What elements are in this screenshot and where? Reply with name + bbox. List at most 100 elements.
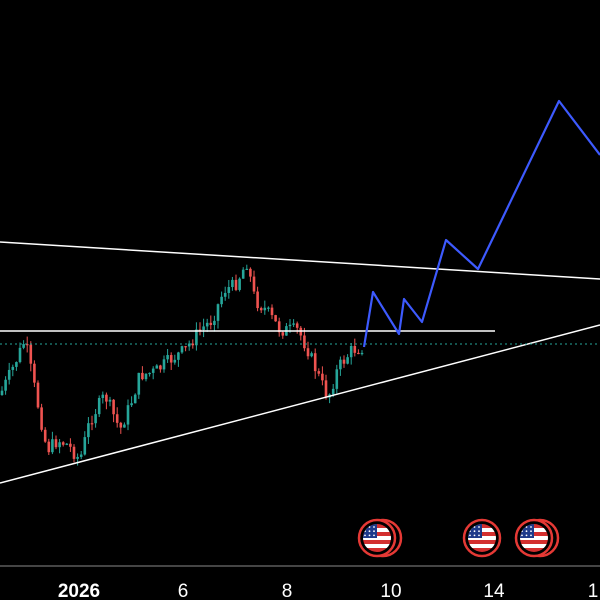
candle-body[interactable] xyxy=(259,308,263,311)
candle-body[interactable] xyxy=(119,422,123,428)
candle-body[interactable] xyxy=(231,279,234,288)
candle-body[interactable] xyxy=(256,291,259,309)
candle-body[interactable] xyxy=(353,346,357,353)
candle-body[interactable] xyxy=(321,373,324,381)
candle-body[interactable] xyxy=(295,323,299,328)
candle-body[interactable] xyxy=(141,372,144,380)
candle-body[interactable] xyxy=(270,307,274,316)
candle-body[interactable] xyxy=(18,347,22,363)
us-flag-event-icon[interactable] xyxy=(462,518,502,558)
candle-body[interactable] xyxy=(51,439,54,453)
candle-body[interactable] xyxy=(346,357,349,364)
candle-body[interactable] xyxy=(126,405,130,425)
candle-body[interactable] xyxy=(47,441,51,453)
candle-body[interactable] xyxy=(65,443,69,445)
candle-body[interactable] xyxy=(15,362,18,367)
candle-body[interactable] xyxy=(79,454,83,457)
candle-body[interactable] xyxy=(166,355,169,360)
candle-body[interactable] xyxy=(0,390,4,395)
candle-body[interactable] xyxy=(137,372,141,395)
candle-body[interactable] xyxy=(58,442,61,448)
candle-body[interactable] xyxy=(40,407,43,430)
candle-body[interactable] xyxy=(25,344,29,346)
candle-body[interactable] xyxy=(94,414,97,424)
candle-body[interactable] xyxy=(144,373,148,380)
candle-body[interactable] xyxy=(324,380,328,398)
candle-body[interactable] xyxy=(83,437,87,455)
candle-body[interactable] xyxy=(105,394,108,402)
candle-body[interactable] xyxy=(317,371,321,374)
candle-body[interactable] xyxy=(306,348,310,357)
candle-body[interactable] xyxy=(180,346,184,353)
candle-body[interactable] xyxy=(202,326,205,330)
candle-body[interactable] xyxy=(159,365,162,370)
candle-body[interactable] xyxy=(90,423,94,425)
candle-body[interactable] xyxy=(76,456,79,459)
candle-body[interactable] xyxy=(313,353,317,372)
candle-body[interactable] xyxy=(331,388,335,395)
candle-body[interactable] xyxy=(112,399,115,415)
us-flag-event-icon[interactable] xyxy=(357,518,403,558)
candle-body[interactable] xyxy=(4,379,7,391)
candle-body[interactable] xyxy=(123,424,126,428)
candle-body[interactable] xyxy=(177,352,180,360)
candle-body[interactable] xyxy=(43,429,47,442)
candle-body[interactable] xyxy=(72,446,76,459)
candle-body[interactable] xyxy=(162,359,166,370)
candle-body[interactable] xyxy=(263,307,267,311)
candle-body[interactable] xyxy=(151,368,155,373)
candle-body[interactable] xyxy=(342,359,346,364)
candle-body[interactable] xyxy=(216,304,220,321)
candle-body[interactable] xyxy=(220,296,223,305)
candle-body[interactable] xyxy=(223,292,227,297)
candle-body[interactable] xyxy=(7,369,11,380)
candle-body[interactable] xyxy=(115,414,119,423)
candle-body[interactable] xyxy=(339,359,342,370)
candle-body[interactable] xyxy=(349,346,353,358)
descending-resistance-line[interactable] xyxy=(0,241,600,280)
projected-path-line[interactable] xyxy=(362,99,600,348)
candle-body[interactable] xyxy=(195,329,198,346)
candle-body[interactable] xyxy=(173,359,177,363)
candle-body[interactable] xyxy=(288,324,292,327)
candle-body[interactable] xyxy=(292,323,295,325)
candle-body[interactable] xyxy=(101,394,105,399)
candle-body[interactable] xyxy=(130,403,133,406)
candle-body[interactable] xyxy=(29,344,33,364)
candle-body[interactable] xyxy=(303,335,306,349)
candle-body[interactable] xyxy=(241,269,245,279)
candle-body[interactable] xyxy=(22,344,25,348)
ascending-support-line[interactable] xyxy=(0,324,600,484)
us-flag-event-icon[interactable] xyxy=(514,518,560,558)
candle-body[interactable] xyxy=(205,322,209,327)
candle-body[interactable] xyxy=(209,322,213,326)
candle-body[interactable] xyxy=(245,268,249,271)
candle-body[interactable] xyxy=(335,369,339,389)
candle-body[interactable] xyxy=(198,329,202,331)
candle-body[interactable] xyxy=(310,353,313,357)
candle-body[interactable] xyxy=(277,321,281,333)
candle-body[interactable] xyxy=(360,352,364,355)
candle-body[interactable] xyxy=(267,307,270,309)
candle-body[interactable] xyxy=(148,372,151,375)
candle-body[interactable] xyxy=(274,315,277,322)
candle-body[interactable] xyxy=(187,343,191,347)
candle-body[interactable] xyxy=(133,394,137,404)
candle-body[interactable] xyxy=(108,399,112,402)
candle-body[interactable] xyxy=(357,352,360,355)
candle-body[interactable] xyxy=(87,423,90,438)
candle-body[interactable] xyxy=(249,268,252,277)
candle-body[interactable] xyxy=(184,346,187,348)
candle-body[interactable] xyxy=(234,279,238,290)
candle-body[interactable] xyxy=(155,365,159,369)
candle-body[interactable] xyxy=(97,398,101,415)
candle-body[interactable] xyxy=(36,382,40,408)
candle-body[interactable] xyxy=(227,287,231,293)
candle-body[interactable] xyxy=(54,439,58,448)
candle-body[interactable] xyxy=(281,332,285,336)
candle-body[interactable] xyxy=(11,366,15,370)
candle-body[interactable] xyxy=(238,278,241,290)
candle-body[interactable] xyxy=(191,343,195,346)
candle-body[interactable] xyxy=(61,442,65,445)
